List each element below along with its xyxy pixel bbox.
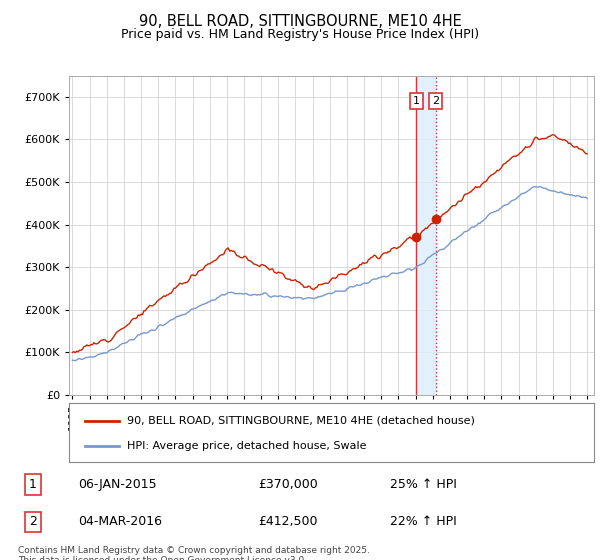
Text: 90, BELL ROAD, SITTINGBOURNE, ME10 4HE: 90, BELL ROAD, SITTINGBOURNE, ME10 4HE <box>139 14 461 29</box>
Text: £370,000: £370,000 <box>258 478 318 491</box>
Text: 1: 1 <box>29 478 37 491</box>
Text: £412,500: £412,500 <box>258 515 317 529</box>
Text: 2: 2 <box>29 515 37 529</box>
Text: 06-JAN-2015: 06-JAN-2015 <box>78 478 157 491</box>
Text: 25% ↑ HPI: 25% ↑ HPI <box>390 478 457 491</box>
Text: Price paid vs. HM Land Registry's House Price Index (HPI): Price paid vs. HM Land Registry's House … <box>121 28 479 41</box>
Text: 22% ↑ HPI: 22% ↑ HPI <box>390 515 457 529</box>
Bar <box>416 76 436 395</box>
Text: 90, BELL ROAD, SITTINGBOURNE, ME10 4HE (detached house): 90, BELL ROAD, SITTINGBOURNE, ME10 4HE (… <box>127 416 475 426</box>
Text: 2: 2 <box>432 96 439 106</box>
Text: 04-MAR-2016: 04-MAR-2016 <box>78 515 162 529</box>
Text: Contains HM Land Registry data © Crown copyright and database right 2025.
This d: Contains HM Land Registry data © Crown c… <box>18 546 370 560</box>
Text: 1: 1 <box>413 96 420 106</box>
Text: HPI: Average price, detached house, Swale: HPI: Average price, detached house, Swal… <box>127 441 366 451</box>
